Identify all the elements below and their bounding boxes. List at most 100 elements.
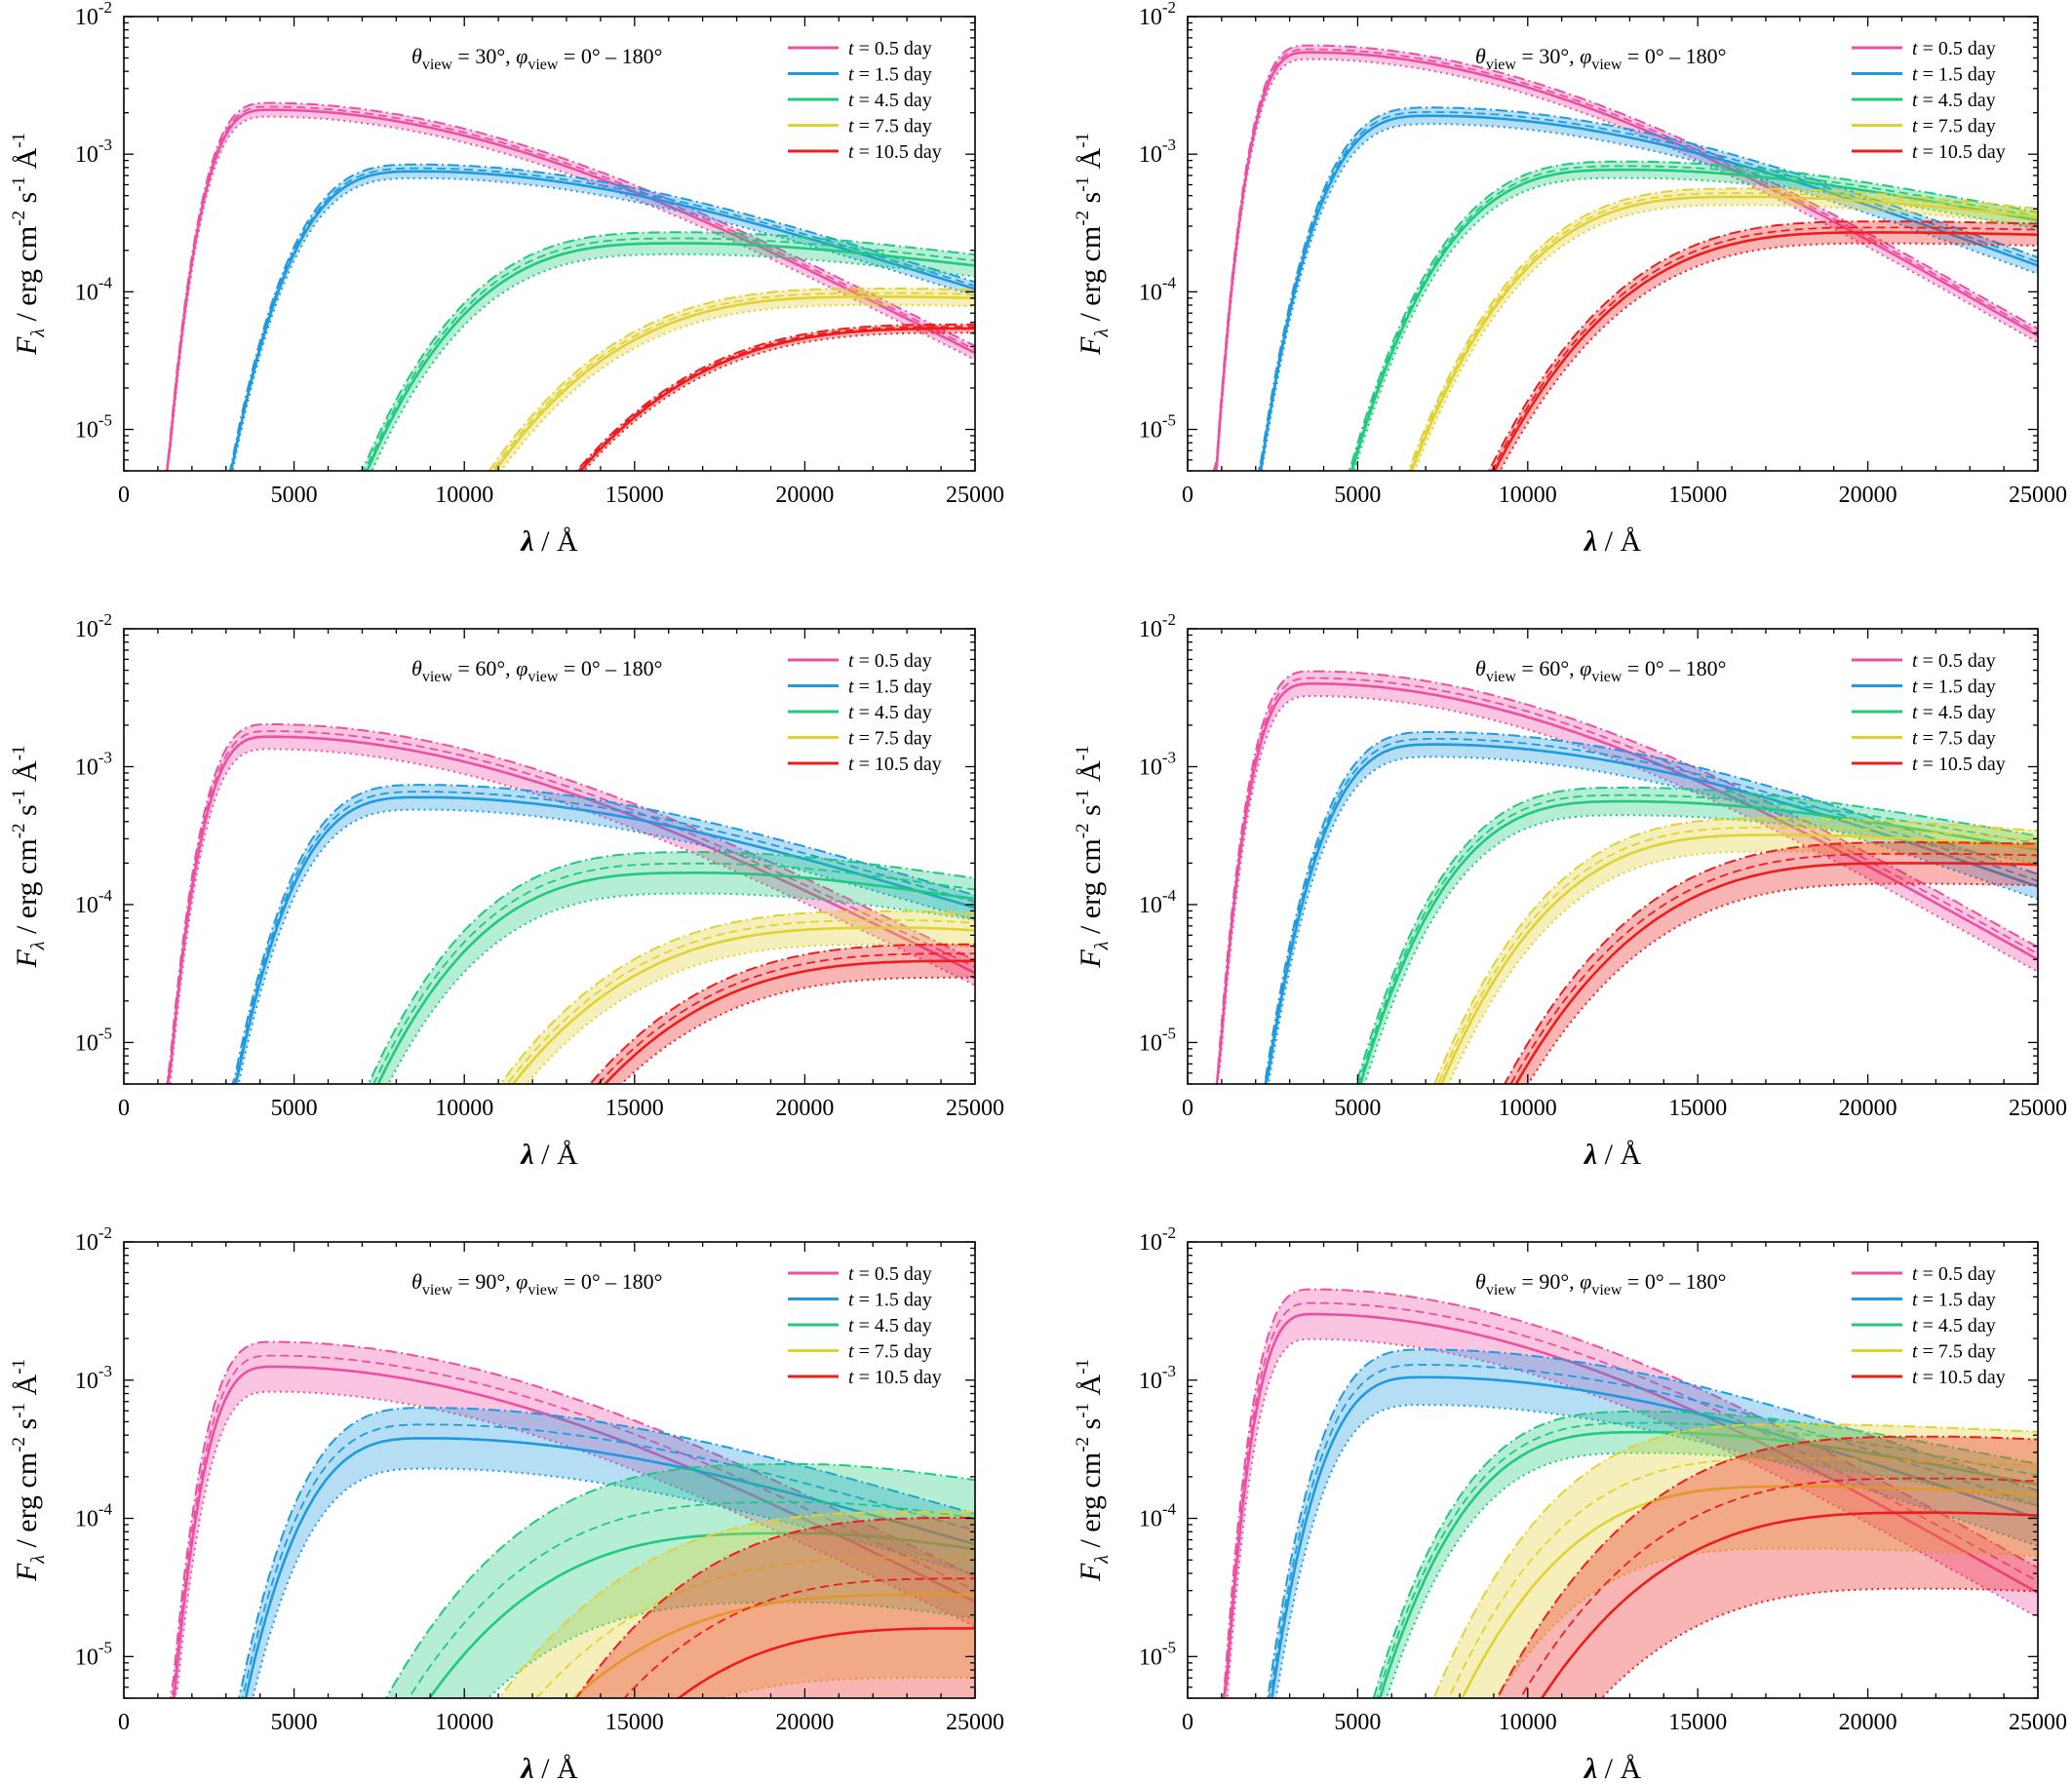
y-tick-label: 10-5 [75, 1638, 112, 1670]
dashed-line-t10.5 [577, 326, 975, 471]
x-tick-label: 25000 [946, 1710, 1004, 1735]
axes-frame [123, 628, 976, 1085]
series-line-t4.5 [1378, 1430, 2038, 1698]
lower-line-t1.5 [252, 1467, 975, 1698]
legend-label-t1.5: t = 1.5 day [1912, 677, 1996, 698]
y-tick-label: 10-2 [75, 0, 112, 30]
dashed-line-t4.5 [372, 862, 975, 1084]
panel-2: 0 5000 10000 15000 20000 25000 10-5 10-4 10-3 10-… [1073, 0, 2067, 558]
x-tick-label: 25000 [2009, 1710, 2067, 1735]
x-tick-label: 25000 [946, 1096, 1004, 1121]
y-tick-label: 10-3 [1139, 136, 1176, 168]
series-line-t0.5 [166, 735, 975, 1084]
upper-line-t1.5 [1264, 730, 2038, 1084]
band-t7.5 [1408, 188, 2038, 471]
axes-frame [1187, 1241, 2039, 1699]
y-axis-title: Fλ / erg cm-2 s-1 Å-1 [1073, 133, 1113, 356]
legend: t = 0.5 day t = 1.5 day t = 4.5 day t = 7.5… [788, 38, 942, 163]
dashed-line-t0.5 [1223, 1301, 2038, 1698]
dashed-line-t10.5 [1490, 226, 2038, 471]
legend-label-t10.5: t = 10.5 day [1912, 1367, 2006, 1388]
y-tick-label: 10-5 [75, 1024, 112, 1056]
y-axis-title: Fλ / erg cm-2 s-1 Å-1 [1073, 1359, 1113, 1582]
axes-frame [1187, 16, 2039, 472]
upper-line-t4.5 [1372, 1410, 2038, 1698]
plot-area [1222, 1288, 2038, 1698]
series-line-t1.5 [1271, 1375, 2038, 1698]
series-line-t0.5 [1222, 1312, 2038, 1698]
x-tick-label: 0 [1182, 1710, 1193, 1735]
legend-label-t4.5: t = 4.5 day [848, 702, 932, 723]
band-t0.5 [1223, 1289, 2038, 1698]
upper-line-t1.5 [1266, 1348, 2038, 1698]
y-tick-label: 10-2 [1139, 0, 1176, 30]
plot-area [166, 723, 975, 1084]
x-tick-label: 10000 [435, 1710, 493, 1735]
upper-line-t10.5 [575, 323, 975, 471]
series-line-t0.5 [1213, 51, 2038, 471]
view-angle-annotation: θview = 30°, φview = 0° – 180° [411, 44, 662, 73]
dashed-line-t10.5 [623, 1577, 975, 1698]
legend-label-t1.5: t = 1.5 day [848, 1290, 932, 1311]
series-line-t7.5 [1409, 195, 2038, 471]
y-tick-label: 10-2 [1139, 1223, 1176, 1256]
legend-label-t7.5: t = 7.5 day [1912, 116, 1996, 137]
band-t0.5 [1216, 671, 2038, 1084]
legend-label-t10.5: t = 10.5 day [1912, 141, 2006, 163]
plot-area [169, 1340, 975, 1698]
panel-4: 0 5000 10000 15000 20000 25000 10-5 10-4 10-3 10-… [1073, 610, 2067, 1171]
series-line-t0.5 [173, 1365, 975, 1698]
upper-line-t7.5 [1407, 187, 2038, 471]
upper-line-t4.5 [361, 231, 975, 471]
series-line-t7.5 [493, 295, 975, 471]
upper-line-t0.5 [1215, 670, 2038, 1084]
upper-line-t4.5 [384, 1463, 975, 1698]
legend-label-t0.5: t = 0.5 day [848, 650, 932, 672]
band-t7.5 [500, 910, 975, 1084]
upper-line-t10.5 [1496, 1435, 2038, 1698]
x-tick-label: 20000 [775, 1710, 834, 1735]
x-tick-label: 15000 [606, 483, 664, 508]
y-tick-label: 10-4 [1139, 273, 1177, 305]
series-line-t10.5 [578, 327, 975, 471]
panel-1: 0 5000 10000 15000 20000 25000 10-5 10-4 10-3 10-… [9, 0, 1004, 558]
band-t1.5 [232, 785, 975, 1084]
legend: t = 0.5 day t = 1.5 day t = 4.5 day t = 7.5… [1852, 38, 2006, 163]
legend-label-t4.5: t = 4.5 day [848, 90, 932, 111]
series-line-t10.5 [603, 959, 975, 1084]
panel-3: 0 5000 10000 15000 20000 25000 10-5 10-4 10-3 10-… [9, 610, 1004, 1171]
legend-label-t7.5: t = 7.5 day [848, 116, 932, 137]
upper-line-t4.5 [367, 851, 975, 1084]
x-tick-label: 0 [1182, 1096, 1193, 1121]
y-tick-label: 10-3 [75, 136, 112, 168]
band-t1.5 [1268, 1349, 2038, 1698]
x-tick-label: 20000 [1839, 1710, 1897, 1735]
x-axis-title: λ / Å [519, 1753, 578, 1782]
upper-line-t0.5 [166, 101, 975, 471]
x-tick-label: 10000 [1499, 483, 1557, 508]
upper-line-t0.5 [169, 1340, 975, 1698]
lower-line-t0.5 [166, 115, 975, 471]
series-line-t4.5 [1358, 799, 2038, 1084]
legend-label-t0.5: t = 0.5 day [1912, 38, 1996, 59]
band-t0.5 [170, 1341, 975, 1698]
upper-line-t7.5 [497, 1510, 975, 1698]
series-line-t4.5 [366, 242, 975, 471]
legend-label-t0.5: t = 0.5 day [848, 38, 932, 59]
dashed-line-t4.5 [364, 237, 975, 471]
dashed-line-t1.5 [229, 167, 975, 471]
y-tick-label: 10-2 [75, 1223, 112, 1256]
x-tick-label: 0 [118, 1710, 130, 1735]
x-tick-label: 20000 [775, 483, 834, 508]
y-tick-label: 10-4 [1139, 1500, 1177, 1532]
y-tick-label: 10-5 [75, 411, 112, 444]
dashed-line-t7.5 [506, 919, 975, 1084]
y-tick-label: 10-2 [1139, 610, 1176, 642]
upper-line-t1.5 [237, 1407, 975, 1698]
legend-label-t0.5: t = 0.5 day [1912, 1263, 1996, 1285]
legend-label-t1.5: t = 1.5 day [848, 677, 932, 698]
y-axis-title: Fλ / erg cm-2 s-1 Å-1 [9, 133, 49, 356]
x-tick-label: 25000 [946, 483, 1004, 508]
band-t7.5 [1434, 818, 2038, 1084]
legend: t = 0.5 day t = 1.5 day t = 4.5 day t = 7.5… [1852, 650, 2006, 775]
